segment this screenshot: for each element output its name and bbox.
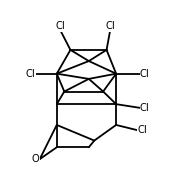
- Text: O: O: [32, 154, 40, 164]
- Text: Cl: Cl: [140, 103, 150, 113]
- Text: Cl: Cl: [26, 69, 36, 79]
- Text: Cl: Cl: [137, 125, 147, 135]
- Text: Cl: Cl: [140, 69, 150, 79]
- Text: Cl: Cl: [56, 21, 66, 31]
- Text: Cl: Cl: [105, 21, 115, 31]
